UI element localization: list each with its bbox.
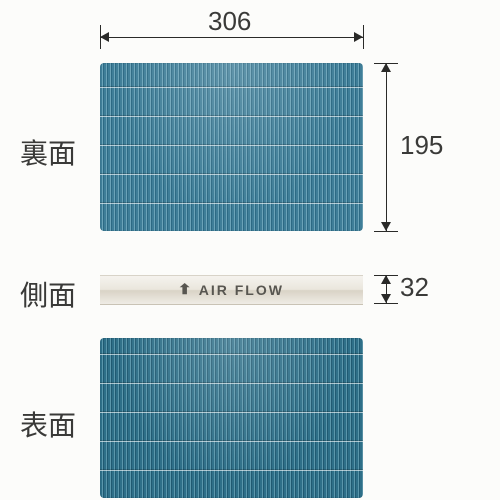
label-side: 側面	[20, 274, 76, 314]
dimension-height-value: 195	[400, 130, 443, 161]
label-front: 表面	[20, 404, 76, 444]
filter-front	[100, 338, 363, 498]
airflow-arrow-icon: ⬆	[178, 281, 194, 298]
filter-back	[100, 63, 363, 231]
diagram-stage: ⬆ AIR FLOW 裏面 側面 表面 306 195 32	[0, 0, 500, 500]
dimension-thickness-value: 32	[400, 272, 429, 303]
airflow-text: AIR FLOW	[199, 282, 284, 298]
filter-side: ⬆ AIR FLOW	[100, 275, 363, 305]
dimension-width-value: 306	[208, 6, 251, 37]
label-back: 裏面	[20, 132, 76, 172]
